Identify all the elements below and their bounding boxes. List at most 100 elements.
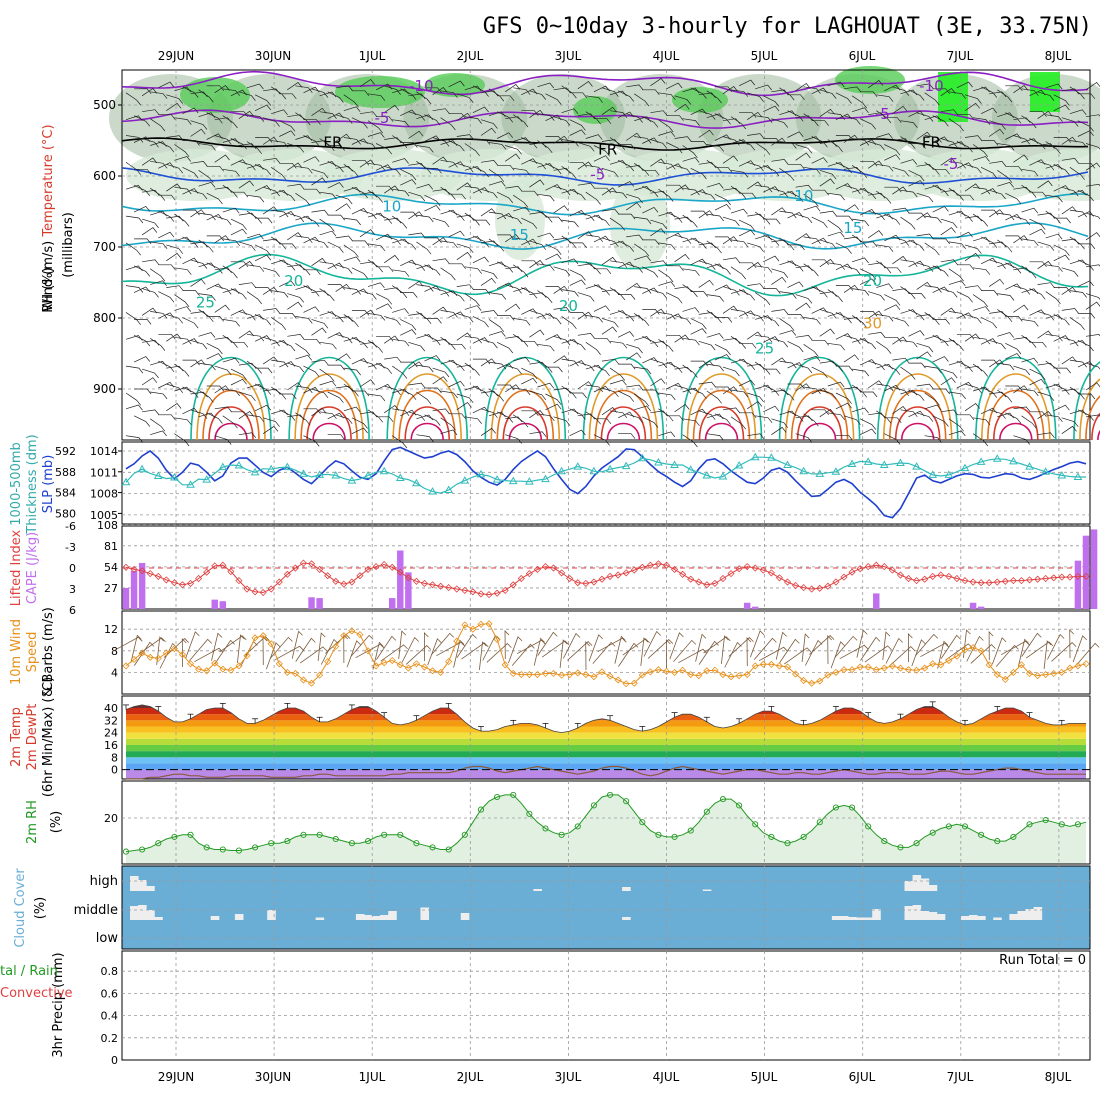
wind-barb — [505, 185, 523, 192]
li-marker — [428, 581, 437, 589]
wind-barb — [262, 136, 279, 145]
wind-barb — [351, 390, 370, 397]
rh-high-patch — [335, 76, 425, 108]
li-tick-label: 0 — [69, 562, 76, 575]
temp-tick-label: 8 — [111, 751, 118, 764]
wind-barb — [198, 143, 216, 151]
wind-barb — [456, 182, 472, 191]
wind-barb — [626, 343, 643, 354]
wind-barb — [440, 90, 458, 98]
li-marker — [509, 581, 517, 589]
wind-speed-marker — [283, 668, 291, 676]
wind-barb — [932, 265, 949, 277]
wind-barb — [755, 184, 773, 193]
wind-barb — [843, 265, 861, 275]
wind-barb — [674, 136, 692, 142]
wind-barb — [400, 319, 417, 331]
wind-barb — [964, 403, 980, 412]
wind-barb — [803, 317, 821, 325]
wind-barb — [1013, 385, 1029, 394]
wind-barb — [1037, 311, 1055, 321]
wind-barb — [206, 316, 224, 322]
top-date-label: 8JUL — [1045, 49, 1072, 63]
wind-barb — [488, 211, 507, 220]
wind-tick-label: 12 — [104, 623, 118, 636]
wind-barb — [650, 158, 666, 167]
wind-speed-marker — [291, 669, 299, 678]
wind-barb — [908, 143, 926, 149]
wind-barb — [222, 115, 238, 129]
wind-speed-marker — [961, 646, 969, 654]
wind-barb — [940, 157, 956, 166]
wind-barb — [488, 388, 505, 402]
wind-barb — [1029, 368, 1046, 381]
wind-barb — [142, 109, 160, 115]
surface-wind-barb — [1021, 632, 1042, 657]
wind-barb — [593, 284, 610, 296]
wind-barb — [997, 332, 1014, 338]
wind-barb — [835, 392, 852, 404]
wind-barb — [182, 107, 199, 115]
wind-barb — [811, 409, 829, 416]
wind-barb — [771, 187, 789, 198]
wind-barb — [303, 408, 321, 415]
cloud-bar — [460, 913, 470, 920]
wind-barb — [634, 243, 650, 257]
wind-barb — [432, 287, 450, 297]
wind-barb — [819, 389, 837, 400]
wind-barb — [230, 191, 249, 198]
wind-barb — [795, 335, 813, 341]
wind-speed-marker — [816, 677, 824, 685]
rh-marker — [671, 833, 678, 840]
wind-barb — [569, 312, 587, 318]
wind-barb — [859, 337, 877, 350]
surface-wind-barb — [1072, 635, 1087, 663]
wind-barb — [158, 291, 175, 303]
li-marker — [646, 561, 654, 569]
surface-wind-barb — [614, 635, 626, 664]
wind-barb — [384, 85, 401, 95]
cloud-bar — [388, 911, 397, 920]
wind-barb — [440, 267, 456, 281]
wind-barb — [456, 243, 474, 253]
wind-speed-marker — [671, 668, 679, 676]
wind-barb — [674, 184, 690, 193]
wind-barb — [940, 409, 958, 416]
wind-barb — [819, 409, 835, 418]
surface-wind-barb — [801, 633, 810, 662]
wind-barb — [351, 207, 368, 215]
wind-barb — [319, 230, 337, 237]
wind-barb — [513, 334, 529, 347]
li-marker — [888, 566, 896, 574]
wind-barb — [150, 91, 168, 99]
li-marker — [961, 577, 969, 585]
wind-barb — [472, 385, 489, 397]
wind-speed-marker — [848, 666, 856, 674]
wind-barb — [827, 219, 843, 233]
wind-barb — [908, 362, 926, 369]
wind-barb — [763, 315, 780, 327]
wind-barb — [908, 212, 926, 219]
wind-barb — [537, 113, 555, 121]
wind-barb — [327, 160, 344, 173]
wind-barb — [190, 278, 206, 287]
surface-wind-barb — [721, 635, 729, 664]
li-marker — [1082, 572, 1090, 580]
thickness-marker — [896, 458, 905, 466]
wind-barb — [900, 189, 918, 198]
wind-barb — [359, 359, 377, 370]
wind-barb — [932, 356, 949, 363]
wind-barb — [141, 157, 158, 166]
wind-barb — [763, 218, 781, 225]
wind-barb — [811, 286, 828, 298]
thickness-marker — [976, 457, 986, 465]
wind-barb — [739, 192, 757, 199]
wind-barb — [577, 182, 595, 189]
wind-barb — [868, 210, 885, 221]
wind-barb — [763, 105, 780, 113]
wind-barb — [222, 265, 238, 279]
wind-barb — [158, 333, 176, 340]
wind-barb — [424, 114, 441, 126]
wind-barb — [650, 110, 668, 116]
wind-barb — [254, 404, 272, 412]
